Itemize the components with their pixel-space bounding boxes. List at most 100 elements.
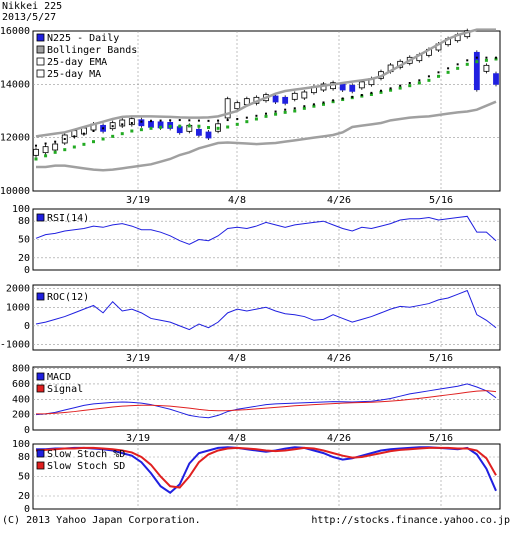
panel-frame-3 — [32, 366, 501, 431]
ma-dot — [255, 114, 258, 117]
y-tick-label: 10000 — [0, 186, 30, 197]
x-tick-label: 5/16 — [429, 433, 453, 444]
ema-dot — [178, 124, 182, 128]
ema-dot — [475, 60, 479, 64]
ema-dot — [417, 81, 421, 85]
legend-swatch — [36, 372, 45, 381]
legend-label: RSI(14) — [47, 213, 89, 224]
ma-dot — [312, 103, 315, 106]
ma-dot — [370, 91, 373, 94]
ema-dot — [226, 125, 230, 129]
candle-body — [473, 51, 480, 91]
candle-body — [128, 118, 135, 126]
ma-dot — [351, 95, 354, 98]
ema-dot — [197, 124, 201, 128]
legend-swatch — [36, 384, 45, 393]
ema-dot — [207, 126, 210, 130]
x-tick-label: 4/26 — [327, 195, 351, 206]
series-bollinger-lower — [36, 100, 497, 172]
copyright-text: (C) 2013 Yahoo Japan Corporation. — [2, 515, 201, 526]
series-slow-stoch-sd — [35, 446, 497, 489]
ema-dot — [389, 88, 393, 92]
ma-dot — [35, 144, 37, 147]
chart-date: 2013/5/27 — [2, 12, 57, 23]
ema-dot — [120, 132, 124, 136]
ma-dot — [427, 75, 430, 78]
ma-dot — [130, 122, 133, 124]
ema-dot — [130, 129, 134, 133]
ma-dot — [226, 119, 229, 122]
ema-dot — [283, 110, 287, 114]
series-slow-stoch-d — [36, 446, 497, 495]
y-tick-label: 600 — [12, 379, 30, 390]
ma-dot — [245, 116, 248, 119]
ema-dot — [360, 94, 364, 98]
series-macd — [35, 383, 497, 419]
ema-dot — [369, 92, 373, 96]
ma-dot — [456, 63, 459, 66]
ema-dot — [44, 154, 48, 158]
ema-dot — [101, 137, 105, 141]
candle-body — [291, 92, 298, 100]
ma-dot — [475, 56, 478, 59]
candle-body — [493, 73, 499, 85]
y-tick-label: 0 — [24, 425, 30, 436]
y-tick-label: 2000 — [6, 284, 30, 295]
candle-body — [358, 81, 365, 89]
ma-dot — [389, 87, 392, 90]
ma-dot — [466, 59, 469, 62]
ma-dot — [447, 67, 450, 70]
ema-dot — [456, 66, 460, 70]
ma-dot — [274, 110, 277, 113]
ma-dot — [217, 119, 220, 122]
ema-dot — [465, 62, 469, 66]
legend-swatch — [36, 213, 45, 222]
ema-dot — [264, 114, 268, 118]
ma-dot — [111, 125, 114, 128]
ema-dot — [494, 57, 498, 61]
x-tick-label: 5/16 — [429, 353, 453, 364]
ema-dot — [34, 157, 38, 161]
ma-dot — [121, 123, 124, 126]
ma-dot — [63, 138, 66, 140]
ema-dot — [149, 126, 153, 130]
y-tick-label: 14000 — [0, 79, 30, 90]
legend-swatch — [36, 461, 45, 470]
ema-dot — [235, 122, 239, 126]
ma-dot — [485, 56, 488, 59]
ma-dot — [236, 118, 239, 120]
x-tick-label: 4/8 — [228, 353, 246, 364]
series-bollinger-upper — [35, 28, 496, 138]
panel-frame-2 — [32, 284, 501, 351]
y-tick-label: 20 — [18, 253, 30, 264]
candle-body — [272, 95, 279, 103]
ma-dot — [178, 119, 181, 122]
ema-dot — [437, 74, 440, 78]
ma-dot — [82, 132, 85, 135]
y-tick-label: 0 — [24, 504, 30, 515]
candle-body — [234, 102, 241, 110]
legend-label: Slow Stoch SD — [47, 461, 125, 472]
ma-dot — [418, 79, 421, 82]
candle-body — [42, 146, 49, 154]
ema-dot — [92, 140, 95, 144]
y-tick-label: 100 — [12, 204, 30, 215]
ma-dot — [140, 120, 143, 123]
y-tick-label: 50 — [18, 235, 30, 246]
ema-dot — [331, 100, 335, 104]
ema-dot — [312, 104, 316, 108]
y-tick-label: -1000 — [0, 339, 30, 350]
ema-dot — [293, 109, 297, 113]
ma-dot — [303, 105, 306, 108]
x-tick-label: 4/26 — [327, 353, 351, 364]
source-url[interactable]: http://stocks.finance.yahoo.co.jp — [311, 515, 510, 526]
legend-label: MACD — [47, 372, 71, 383]
legend-swatch — [36, 57, 45, 66]
ema-dot — [427, 78, 431, 82]
ema-dot — [274, 112, 278, 116]
ema-dot — [111, 134, 115, 138]
candle-body — [301, 91, 308, 99]
candle-body — [339, 83, 346, 91]
ma-dot — [197, 119, 200, 122]
